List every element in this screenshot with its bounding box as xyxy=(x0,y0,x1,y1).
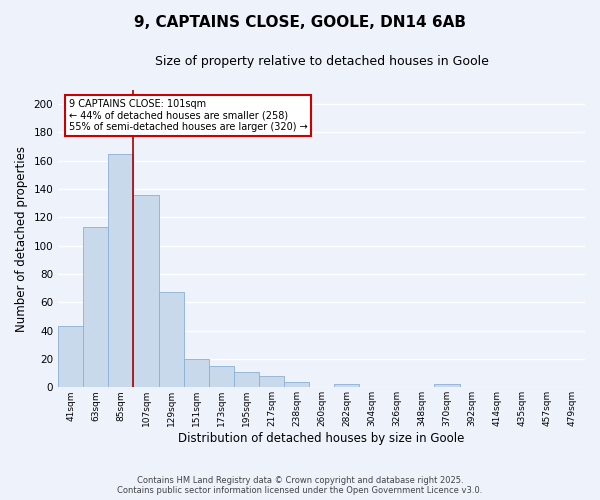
Text: Contains HM Land Registry data © Crown copyright and database right 2025.
Contai: Contains HM Land Registry data © Crown c… xyxy=(118,476,482,495)
Bar xyxy=(234,372,259,388)
Bar xyxy=(259,376,284,388)
Text: 9 CAPTAINS CLOSE: 101sqm
← 44% of detached houses are smaller (258)
55% of semi-: 9 CAPTAINS CLOSE: 101sqm ← 44% of detach… xyxy=(69,99,307,132)
Bar xyxy=(158,292,184,388)
Bar xyxy=(109,154,133,388)
Title: Size of property relative to detached houses in Goole: Size of property relative to detached ho… xyxy=(155,55,488,68)
Text: 9, CAPTAINS CLOSE, GOOLE, DN14 6AB: 9, CAPTAINS CLOSE, GOOLE, DN14 6AB xyxy=(134,15,466,30)
Bar xyxy=(184,359,209,388)
Bar xyxy=(58,326,83,388)
Y-axis label: Number of detached properties: Number of detached properties xyxy=(15,146,28,332)
Bar xyxy=(434,384,460,388)
Bar xyxy=(334,384,359,388)
Bar xyxy=(284,382,309,388)
Bar xyxy=(133,195,158,388)
X-axis label: Distribution of detached houses by size in Goole: Distribution of detached houses by size … xyxy=(178,432,465,445)
Bar xyxy=(83,228,109,388)
Bar xyxy=(209,366,234,388)
